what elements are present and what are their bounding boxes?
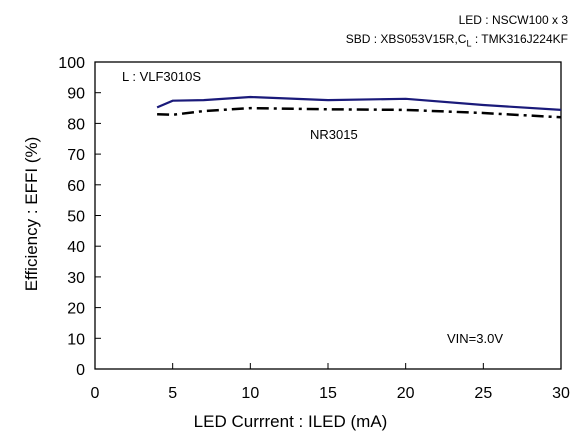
series-line-0: [156, 95, 562, 111]
y-tick-label: 60: [67, 178, 85, 195]
y-tick-label: 30: [67, 270, 85, 287]
y-tick-label: 20: [67, 301, 85, 318]
x-tick-label: 0: [91, 385, 100, 402]
series-lines: [156, 95, 562, 119]
x-tick-label: 15: [319, 385, 337, 402]
x-tick-label: 20: [397, 385, 415, 402]
series-line-1: [157, 106, 562, 119]
x-axis-label: LED Currrent : ILED (mA): [193, 412, 388, 431]
y-tick-label: 40: [67, 239, 85, 256]
led-annotation: LED : NSCW100 x 3: [458, 13, 568, 27]
axis-ticks: 0 10 20 30 40 50 60 70 80 90 100 0 5 10 15 20 25 30: [58, 55, 570, 402]
x-tick-label: 5: [168, 385, 177, 402]
vin-annotation: VIN=3.0V: [445, 331, 506, 346]
y-tick-label: 50: [67, 209, 85, 226]
sbd-annotation-prefix: SBD : XBS053V15R,C: [345, 32, 467, 46]
x-tick-label: 25: [474, 385, 492, 402]
sbd-annotation-subscript: L: [466, 38, 472, 49]
plot-area-frame: [94, 61, 562, 370]
x-tick-label: 10: [241, 385, 259, 402]
y-axis-label: Efficiency : EFFI (%): [22, 136, 41, 292]
y-tick-label: 80: [67, 116, 85, 133]
sbd-annotation: SBD : XBS053V15R,CL : TMK316J224KF: [346, 32, 568, 48]
y-tick-label: 0: [76, 362, 85, 379]
x-tick-label: 30: [552, 385, 570, 402]
y-tick-label: 10: [67, 331, 85, 348]
series-label-nr3015: NR3015: [308, 127, 360, 142]
y-tick-label: 100: [58, 55, 85, 72]
series-label-vlf3010s: L : VLF3010S: [120, 69, 204, 84]
sbd-annotation-suffix: : TMK316J224KF: [471, 32, 568, 46]
y-tick-label: 70: [67, 147, 85, 164]
y-tick-label: 90: [67, 86, 85, 103]
